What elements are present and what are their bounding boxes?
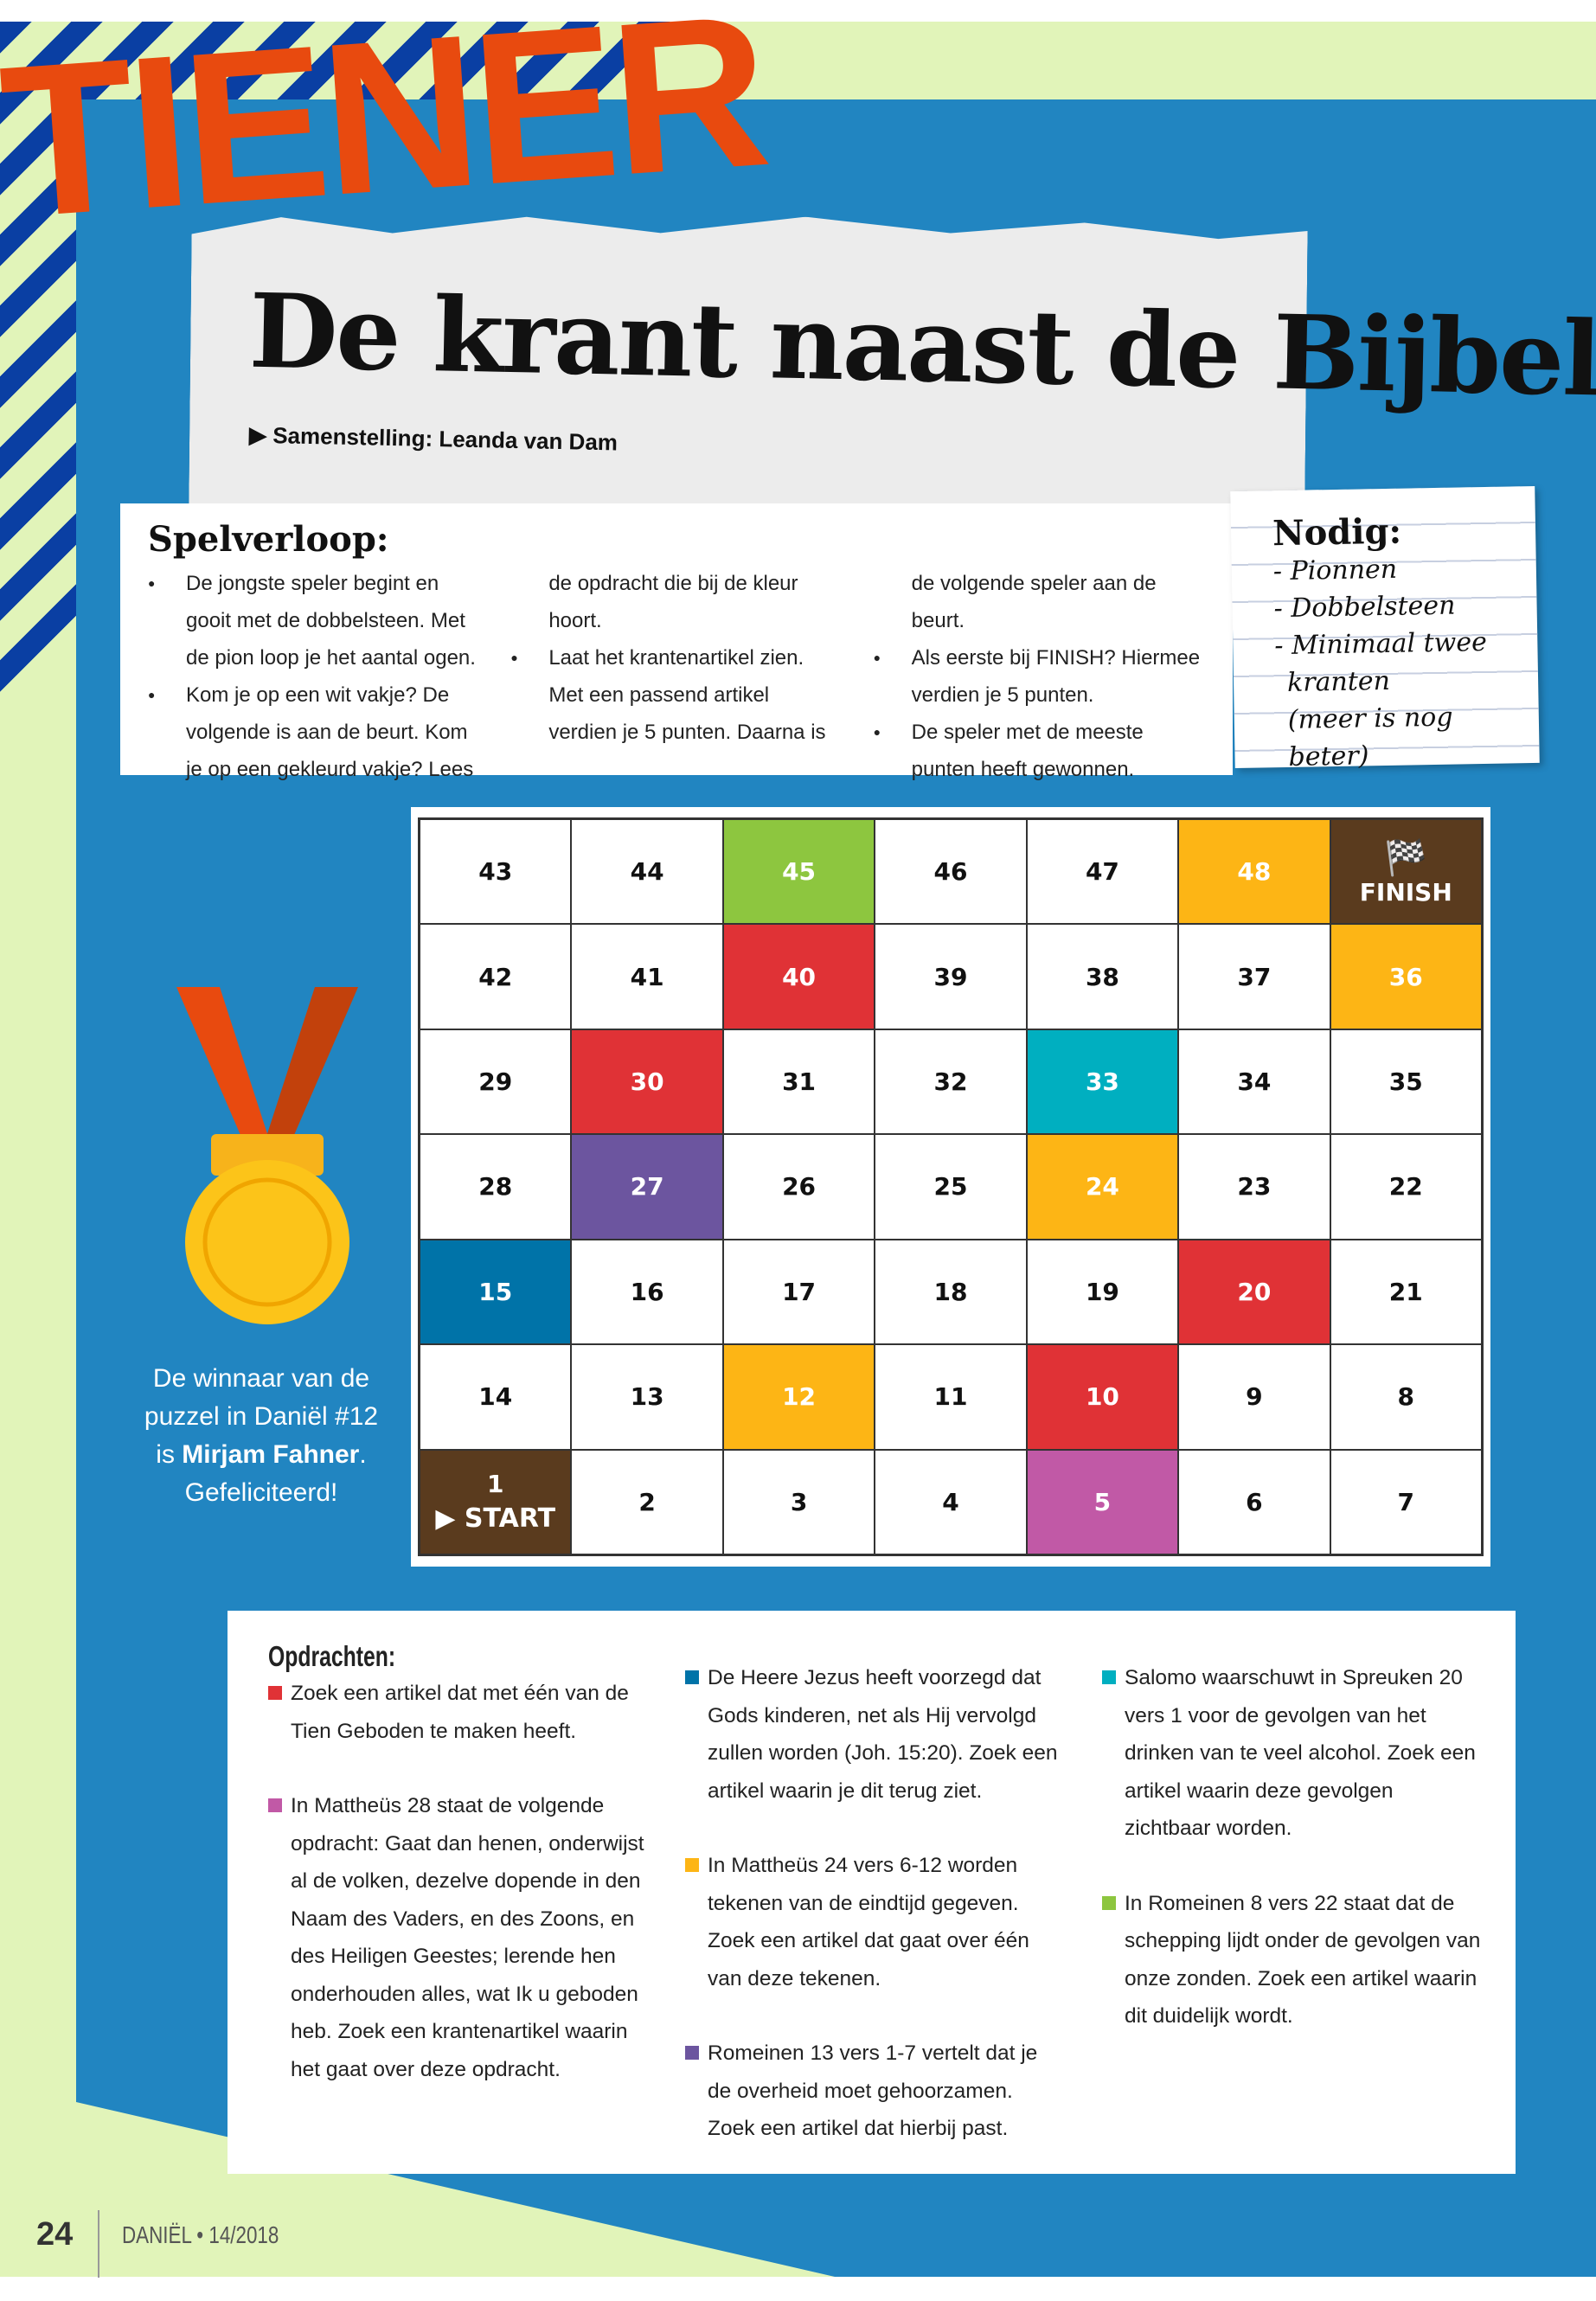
checkered-flag-icon: 🏁 (1384, 837, 1428, 878)
assignment-item: In Mattheüs 24 vers 6-12 worden tekenen … (685, 1847, 1066, 1997)
board-square: 33 (1026, 1029, 1179, 1135)
board-square: 17 (722, 1239, 875, 1345)
board-square: 41 (571, 924, 723, 1029)
board-square: 3 (722, 1449, 875, 1554)
opdrachten-column: Salomo waarschuwt in Spreuken 20 vers 1 … (1102, 1659, 1483, 2073)
nodig-note: Nodig: - Pionnen - Dobbelsteen - Minimaa… (1230, 485, 1540, 772)
magazine-issue: DANIËL • 14/2018 (122, 2221, 279, 2248)
board-square: 10 (1026, 1344, 1179, 1450)
board-square: 19 (1026, 1239, 1179, 1345)
nodig-heading: Nodig: (1272, 510, 1402, 554)
board-square: 5 (1026, 1449, 1179, 1554)
board-square: 18 (875, 1239, 1027, 1345)
opdrachten-column: Opdrachten: Zoek een artikel dat met één … (268, 1640, 649, 2125)
assignment-item: Salomo waarschuwt in Spreuken 20 vers 1 … (1102, 1659, 1483, 1848)
board-square: 15 (420, 1239, 572, 1345)
board-square: 35 (1330, 1029, 1482, 1135)
board-square: 22 (1330, 1134, 1482, 1240)
board-square: 2 (571, 1449, 723, 1554)
board-square: 48 (1178, 819, 1330, 925)
rule-item: Als eerste bij FINISH? Hiermee verdien j… (874, 639, 1205, 714)
page-title: De krant naast de Bijbel (247, 270, 1596, 420)
game-board: 43 44 45 46 47 48 🏁 FINISH 42 41 40 39 38 37 36 29 30 31 3… (411, 807, 1490, 1567)
board-square: 40 (722, 924, 875, 1029)
footer-divider (98, 2210, 99, 2278)
color-square-icon (1102, 1670, 1116, 1684)
bottom-margin (0, 2277, 1596, 2301)
board-square: 21 (1330, 1239, 1482, 1345)
assignment-item: In Mattheüs 28 staat de volgende opdrach… (268, 1787, 649, 2088)
rule-item: De speler met de meeste punten heeft gew… (874, 714, 1205, 788)
board-square: 42 (420, 924, 572, 1029)
opdrachten-column: De Heere Jezus heeft voorzegd dat Gods k… (685, 1659, 1066, 2185)
page-number: 24 (36, 2216, 74, 2253)
top-margin (0, 0, 1596, 22)
board-square: 16 (571, 1239, 723, 1345)
board-square: 36 (1330, 924, 1482, 1029)
board-square: 🏁 FINISH (1330, 819, 1482, 925)
board-square: 32 (875, 1029, 1027, 1135)
color-square-icon (685, 1670, 699, 1684)
board-square: 14 (420, 1344, 572, 1450)
color-square-icon (268, 1798, 282, 1812)
board-square: 28 (420, 1134, 572, 1240)
board-grid: 43 44 45 46 47 48 🏁 FINISH 42 41 40 39 38 37 36 29 30 31 3… (418, 817, 1484, 1556)
rule-item: De jongste speler begint en gooit met de… (148, 565, 479, 676)
board-square: 13 (571, 1344, 723, 1450)
board-square: 7 (1330, 1449, 1482, 1554)
board-square: 26 (722, 1134, 875, 1240)
board-square: 46 (875, 819, 1027, 925)
nodig-item: kranten (1286, 665, 1391, 698)
board-square: 1 ▶ START (420, 1449, 572, 1554)
board-square: 27 (571, 1134, 723, 1240)
opdrachten-box: Opdrachten: Zoek een artikel dat met één … (228, 1611, 1516, 2174)
assignment-item: Zoek een artikel dat met één van de Tien… (268, 1675, 649, 1750)
rule-item: Kom je op een wit vakje? De volgende is … (148, 565, 843, 788)
board-square: 6 (1178, 1449, 1330, 1554)
medal-icon (176, 987, 358, 1324)
assignment-item: Romeinen 13 vers 1-7 vertelt dat je de o… (685, 2035, 1066, 2148)
section-kicker: TIENER (0, 0, 772, 263)
nodig-item: - Pionnen (1272, 554, 1398, 587)
color-square-icon (1102, 1895, 1116, 1910)
nodig-item: - Dobbelsteen (1273, 590, 1456, 625)
assignment-item: In Romeinen 8 vers 22 staat dat de schep… (1102, 1885, 1483, 2035)
board-square: 38 (1026, 924, 1179, 1029)
assignment-item: De Heere Jezus heeft voorzegd dat Gods k… (685, 1659, 1066, 1810)
board-square: 11 (875, 1344, 1027, 1450)
board-square: 8 (1330, 1344, 1482, 1450)
board-square: 43 (420, 819, 572, 925)
nodig-item: - Minimaal twee (1274, 626, 1488, 662)
spelverloop-box: Spelverloop: De jongste speler begint en… (120, 503, 1233, 781)
color-square-icon (685, 1858, 699, 1872)
color-square-icon (685, 2046, 699, 2060)
board-square: 34 (1178, 1029, 1330, 1135)
board-square: 39 (875, 924, 1027, 1029)
board-square: 30 (571, 1029, 723, 1135)
winner-name: Mirjam Fahner (182, 1440, 360, 1469)
board-square: 31 (722, 1029, 875, 1135)
board-square: 29 (420, 1029, 572, 1135)
board-square: 45 (722, 819, 875, 925)
board-square: 37 (1178, 924, 1330, 1029)
opdrachten-heading: Opdrachten: (268, 1640, 396, 1672)
board-square: 12 (722, 1344, 875, 1450)
board-square: 9 (1178, 1344, 1330, 1450)
play-triangle-icon: ▶ (248, 421, 273, 449)
board-square: 47 (1026, 819, 1179, 925)
nodig-item: (meer is nog beter) (1287, 702, 1453, 772)
spelverloop-heading: Spelverloop: (148, 519, 389, 560)
board-square: 44 (571, 819, 723, 925)
board-square: 4 (875, 1449, 1027, 1554)
winner-announcement: De winnaar van de puzzel in Daniël #12 i… (144, 1364, 379, 1507)
board-square: 20 (1178, 1239, 1330, 1345)
board-square: 23 (1178, 1134, 1330, 1240)
board-square: 24 (1026, 1134, 1179, 1240)
color-square-icon (268, 1686, 282, 1700)
board-square: 25 (875, 1134, 1027, 1240)
